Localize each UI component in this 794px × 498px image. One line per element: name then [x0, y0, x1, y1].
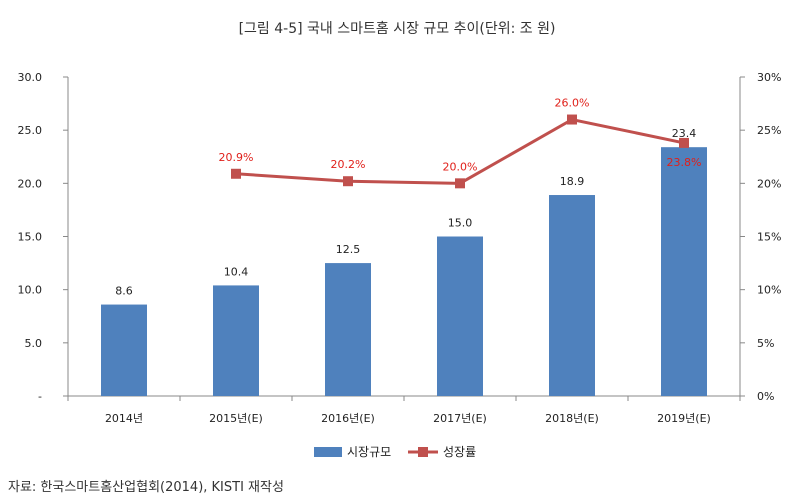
legend-swatch-marker [418, 447, 428, 457]
right-tick-label: 30% [757, 71, 781, 84]
x-tick-label: 2018년(E) [545, 412, 599, 425]
bar-labels: 8.6 10.4 12.5 15.0 18.9 23.4 [115, 127, 696, 297]
right-tick-label: 25% [757, 124, 781, 137]
right-tick-label: 15% [757, 231, 781, 244]
bar-series [101, 147, 707, 396]
x-tick-label: 2016년(E) [321, 412, 375, 425]
bar [437, 236, 483, 396]
right-axis: 0% 5% 10% 15% 20% 25% 30% [740, 71, 781, 403]
left-tick-label: 15.0 [18, 231, 43, 244]
x-tick-label: 2017년(E) [433, 412, 487, 425]
bar-value-label: 10.4 [224, 265, 249, 278]
left-tick-label: - [38, 390, 42, 403]
legend: 시장규모 성장률 [314, 445, 476, 459]
bar-value-label: 8.6 [115, 285, 133, 298]
bar-value-label: 15.0 [448, 217, 473, 230]
left-tick-label: 10.0 [18, 284, 43, 297]
chart-title: [그림 4-5] 국내 스마트홈 시장 규모 추이(단위: 조 원) [238, 21, 556, 37]
x-tick-label: 2015년(E) [209, 412, 263, 425]
bar [661, 147, 707, 396]
line-point [343, 176, 353, 187]
line-value-label: 23.8% [667, 156, 702, 169]
bar-value-label: 18.9 [560, 175, 585, 188]
left-tick-label: 20.0 [18, 177, 43, 190]
right-tick-label: 20% [757, 177, 781, 190]
source-note: 자료: 한국스마트홈산업협회(2014), KISTI 재작성 [8, 480, 284, 495]
x-tick-label: 2019년(E) [657, 412, 711, 425]
line-labels: 20.9% 20.2% 20.0% 26.0% 23.8% [219, 97, 702, 174]
line-value-label: 26.0% [555, 97, 590, 110]
legend-swatch-bar [314, 447, 342, 457]
left-axis: - 5.0 10.0 15.0 20.0 25.0 30.0 [18, 71, 68, 403]
legend-label-line: 성장률 [443, 445, 476, 459]
line-point [679, 137, 689, 148]
right-tick-label: 10% [757, 284, 781, 297]
x-axis: 2014년 2015년(E) 2016년(E) 2017년(E) 2018년(E) 201… [67, 396, 741, 425]
x-tick-label: 2014년 [105, 412, 143, 425]
right-tick-label: 5% [757, 337, 774, 350]
bar [213, 285, 259, 396]
line-value-label: 20.2% [331, 158, 366, 171]
line-series [231, 114, 689, 189]
left-tick-label: 25.0 [18, 124, 43, 137]
line-point [567, 114, 577, 125]
bar [325, 263, 371, 396]
legend-label-bar: 시장규모 [347, 445, 391, 459]
line-point [231, 168, 241, 179]
left-tick-label: 30.0 [18, 71, 43, 84]
left-tick-label: 5.0 [25, 337, 43, 350]
plot-frame [67, 77, 741, 397]
line-point [455, 178, 465, 189]
bar [549, 195, 595, 396]
bar [101, 304, 147, 396]
line-value-label: 20.0% [443, 160, 478, 173]
line-value-label: 20.9% [219, 151, 254, 164]
right-tick-label: 0% [757, 390, 774, 403]
bar-value-label: 23.4 [672, 127, 697, 140]
growth-line [235, 117, 685, 185]
bar-value-label: 12.5 [336, 243, 361, 256]
